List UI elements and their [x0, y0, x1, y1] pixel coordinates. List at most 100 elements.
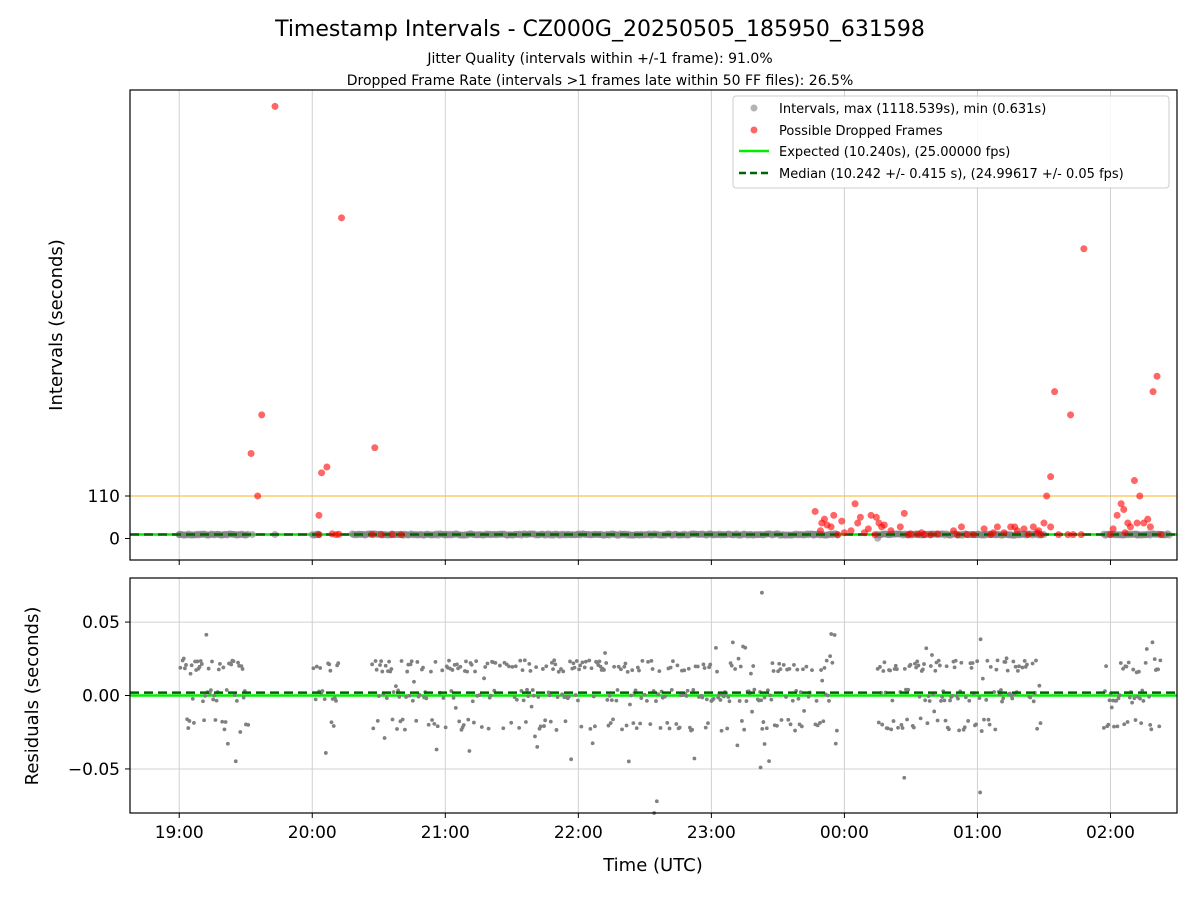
residual-point [824, 658, 829, 663]
residual-point [833, 741, 838, 746]
residual-point [1022, 659, 1027, 663]
residual-point [323, 751, 328, 755]
residual-point [526, 694, 531, 699]
residual-point [899, 722, 904, 727]
residual-point [531, 693, 536, 698]
residual-point [1013, 664, 1018, 669]
residual-point [1011, 659, 1016, 664]
residual-point [520, 668, 525, 673]
residual-point [928, 664, 933, 668]
residual-point [925, 721, 930, 726]
residual-point [738, 664, 743, 669]
bottom-plot-frame [129, 577, 1178, 814]
residual-point [834, 728, 839, 733]
residual-point [568, 659, 572, 664]
residual-point [580, 660, 585, 665]
residual-point [1141, 699, 1146, 703]
residual-point [1005, 668, 1010, 673]
residual-point [778, 667, 783, 672]
residual-point [498, 663, 502, 668]
residual-point [1131, 667, 1136, 672]
residual-point [371, 726, 376, 731]
residual-point [186, 726, 191, 730]
residual-point [828, 654, 833, 659]
residual-point [412, 679, 416, 684]
residual-point [1101, 725, 1106, 730]
dropped-frame-point [1080, 245, 1088, 253]
x-tick-label: 00:00 [820, 823, 869, 843]
residual-point [608, 721, 613, 725]
residual-point [736, 656, 741, 661]
residual-point [1126, 660, 1131, 665]
residual-point [790, 698, 795, 703]
residual-point [192, 721, 196, 725]
residual-point [1025, 662, 1029, 667]
residual-point [784, 695, 788, 699]
dropped-frame-point [823, 521, 831, 529]
residual-point [948, 698, 952, 703]
dropped-frame-point [1047, 473, 1055, 481]
residual-point [530, 688, 535, 692]
residual-point [701, 662, 706, 667]
dropped-frame-point [335, 530, 343, 538]
x-tick-label: 23:00 [687, 823, 736, 843]
residual-point [977, 696, 982, 701]
residual-point [538, 724, 543, 729]
residual-point [441, 696, 446, 700]
residual-point [178, 665, 183, 670]
dropped-frame-point [854, 519, 862, 527]
residual-point [795, 667, 800, 672]
dropped-frame-point [993, 523, 1001, 531]
legend-marker-intervals [750, 104, 758, 112]
dropped-frame-point [1067, 411, 1075, 419]
residual-point [924, 646, 929, 651]
residual-point [718, 698, 723, 702]
residual-point [461, 723, 466, 727]
dropped-frame-point [1064, 531, 1072, 539]
residual-point [818, 720, 822, 725]
residual-point [635, 665, 640, 670]
residual-point [240, 667, 245, 671]
residual-point [597, 659, 602, 664]
residual-point [187, 719, 192, 723]
residual-point [378, 663, 382, 667]
residual-point [435, 724, 440, 729]
residual-point [625, 669, 630, 674]
residual-point [375, 718, 380, 723]
dropped-frame-point [838, 517, 846, 525]
residual-point [391, 690, 396, 695]
residual-point [638, 721, 643, 726]
residual-point [695, 664, 700, 669]
residual-point [513, 664, 518, 669]
residual-point [311, 666, 316, 671]
dropped-frame-point [989, 529, 997, 537]
residual-point [383, 663, 388, 668]
residual-point [923, 698, 928, 703]
residual-point [943, 718, 948, 723]
residual-point [704, 697, 709, 702]
residual-point [451, 696, 456, 700]
residual-point [979, 729, 984, 733]
legend-label-median: Median (10.242 +/- 0.415 s), (24.99617 +… [779, 167, 1124, 182]
residual-point [787, 666, 792, 671]
residual-point [1020, 665, 1025, 670]
residual-point [967, 698, 972, 703]
residual-point [706, 721, 710, 726]
dropped-frame-point [896, 523, 904, 531]
residual-point [415, 660, 420, 664]
residual-point [1143, 661, 1148, 665]
residual-point [894, 667, 899, 672]
residual-point [470, 699, 475, 704]
residual-point [373, 659, 378, 663]
residual-point [450, 668, 455, 672]
dropped-frame-point [247, 450, 255, 457]
residual-point [702, 666, 707, 670]
residual-point [692, 756, 697, 761]
residual-point [1117, 693, 1122, 698]
residual-point [514, 697, 519, 702]
residual-point [318, 666, 323, 670]
residual-point [578, 663, 583, 668]
x-tick-label: 21:00 [421, 823, 470, 843]
dropped-frame-point [1043, 492, 1051, 500]
residual-point [410, 698, 415, 703]
